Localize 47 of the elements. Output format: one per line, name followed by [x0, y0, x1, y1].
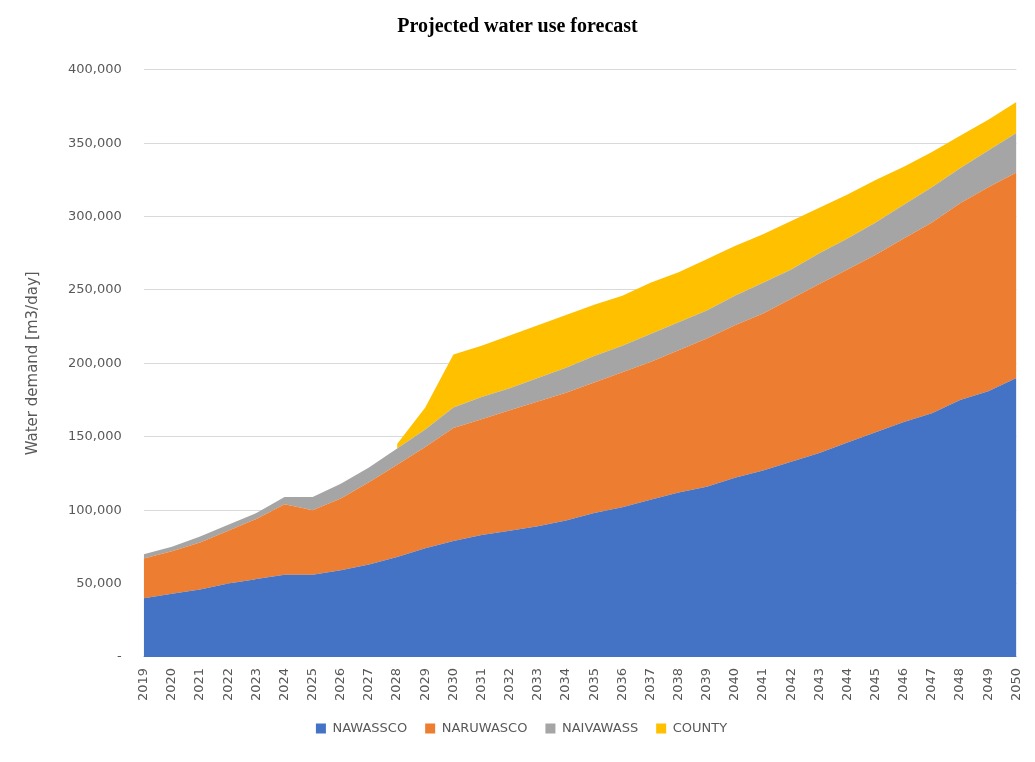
- x-tick-label: 2050: [1007, 667, 1023, 702]
- x-tick-label: 2020: [163, 667, 179, 702]
- x-tick-label: 2019: [135, 667, 151, 702]
- x-tick-label: 2045: [867, 667, 883, 702]
- x-tick-label: 2023: [247, 667, 263, 702]
- x-tick-label: 2022: [219, 667, 235, 702]
- x-tick-label: 2048: [951, 667, 967, 702]
- x-tick-label: 2046: [895, 667, 911, 702]
- legend-label: NAWASSCO: [332, 719, 408, 735]
- y-tick-label: -: [117, 648, 123, 664]
- x-tick-label: 2038: [669, 667, 685, 702]
- x-tick-label: 2026: [332, 667, 348, 702]
- x-tick-label: 2042: [782, 667, 798, 702]
- x-tick-label: 2021: [191, 667, 207, 702]
- y-tick-label: 50,000: [76, 574, 122, 590]
- x-tick-label: 2029: [416, 667, 432, 702]
- x-tick-label: 2040: [726, 667, 742, 702]
- x-tick-label: 2044: [838, 667, 854, 702]
- x-tick-label: 2028: [388, 667, 404, 702]
- x-tick-label: 2025: [304, 667, 320, 702]
- x-tick-label: 2035: [585, 667, 601, 702]
- x-tick-label: 2024: [275, 667, 291, 702]
- y-tick-label: 100,000: [67, 501, 122, 517]
- x-tick-label: 2034: [557, 667, 573, 702]
- chart-title: Projected water use forecast: [396, 14, 639, 39]
- x-tick-label: 2043: [810, 667, 826, 702]
- x-tick-label: 2041: [754, 667, 770, 702]
- x-tick-label: 2033: [529, 667, 545, 702]
- x-tick-label: 2031: [472, 667, 488, 702]
- y-tick-label: 150,000: [67, 428, 122, 444]
- x-tick-label: 2027: [360, 667, 376, 702]
- x-tick-label: 2030: [444, 667, 460, 702]
- legend-label: NAIVAWASS: [561, 719, 639, 735]
- y-tick-label: 300,000: [67, 207, 122, 223]
- y-tick-label: 250,000: [67, 281, 122, 297]
- x-tick-label: 2037: [641, 667, 657, 702]
- x-tick-label: 2036: [613, 667, 629, 702]
- y-axis-title: Water demand [m3/day]: [22, 271, 41, 456]
- y-tick-label: 350,000: [67, 134, 122, 150]
- x-tick-label: 2032: [501, 667, 517, 702]
- x-tick-label: 2047: [923, 667, 939, 702]
- x-tick-label: 2049: [979, 667, 995, 702]
- y-tick-label: 200,000: [67, 354, 122, 370]
- legend-label: COUNTY: [672, 719, 728, 735]
- legend-label: NARUWASCO: [441, 719, 528, 735]
- x-tick-label: 2039: [698, 667, 714, 702]
- y-tick-label: 400,000: [67, 61, 122, 77]
